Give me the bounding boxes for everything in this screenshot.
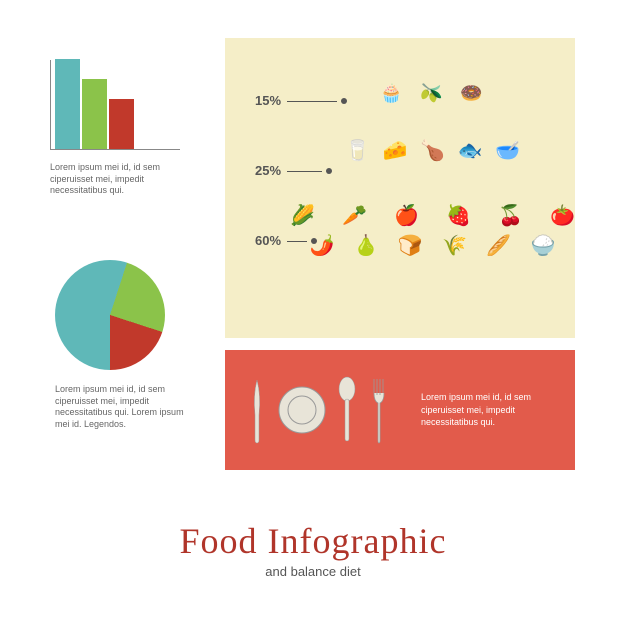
bar-chart: Lorem ipsum mei id, id sem ciperuisset m… [50,60,180,160]
food-icon: 🍒 [498,203,523,228]
sub-title: and balance diet [0,564,626,579]
food-icon: 🥖 [486,233,511,258]
food-icon: 🧀 [383,138,408,163]
plate-icon [277,385,327,435]
food-icon: 🌶️ [310,233,335,258]
spoon-icon [335,375,359,445]
cutlery-caption: Lorem ipsum mei id, id sem ciperuisset m… [421,391,555,429]
food-icon: 🌽 [290,203,315,228]
fork-icon [367,375,391,445]
pyramid-label: 60% [255,233,281,248]
food-icon: 🍗 [420,138,445,163]
food-icon: 🍐 [354,233,379,258]
pie-chart: Lorem ipsum mei id, id sem ciperuisset m… [55,260,195,431]
pyramid-label: 25% [255,163,281,178]
food-icon: 🫒 [420,83,442,104]
pyramid-label: 15% [255,93,281,108]
title-block: Food Infographic and balance diet [0,520,626,579]
food-icon: 🐟 [458,138,483,163]
food-icon: 🍚 [531,233,556,258]
food-icon: 🥣 [495,138,520,163]
food-icon: 🍅 [550,203,575,228]
pyramid-panel: 15% 25% 60% 🧁 🫒 🍩 🥛 🧀 🍗 🐟 🥣 🌽 🥕 🍎 🍓 🍒 🍅 🌶️ 🍐 🍞 🌾 🥖 🍚 [225,38,575,338]
bar [82,79,107,149]
food-icon: 🧁 [380,83,402,104]
bar [55,59,80,149]
pie-chart-caption: Lorem ipsum mei id, id sem ciperuisset m… [55,384,195,431]
bar-chart-caption: Lorem ipsum mei id, id sem ciperuisset m… [50,162,180,197]
food-icon: 🍓 [446,203,471,228]
knife-icon [245,375,269,445]
main-title: Food Infographic [0,520,626,562]
cutlery-icons [245,375,391,445]
food-icon: 🥕 [342,203,367,228]
food-icon: 🥛 [345,138,370,163]
food-icon: 🌾 [442,233,467,258]
bar [109,99,134,149]
food-icon: 🍩 [460,83,482,104]
cutlery-panel: Lorem ipsum mei id, id sem ciperuisset m… [225,350,575,470]
food-icon: 🍞 [398,233,423,258]
food-icon: 🍎 [394,203,419,228]
